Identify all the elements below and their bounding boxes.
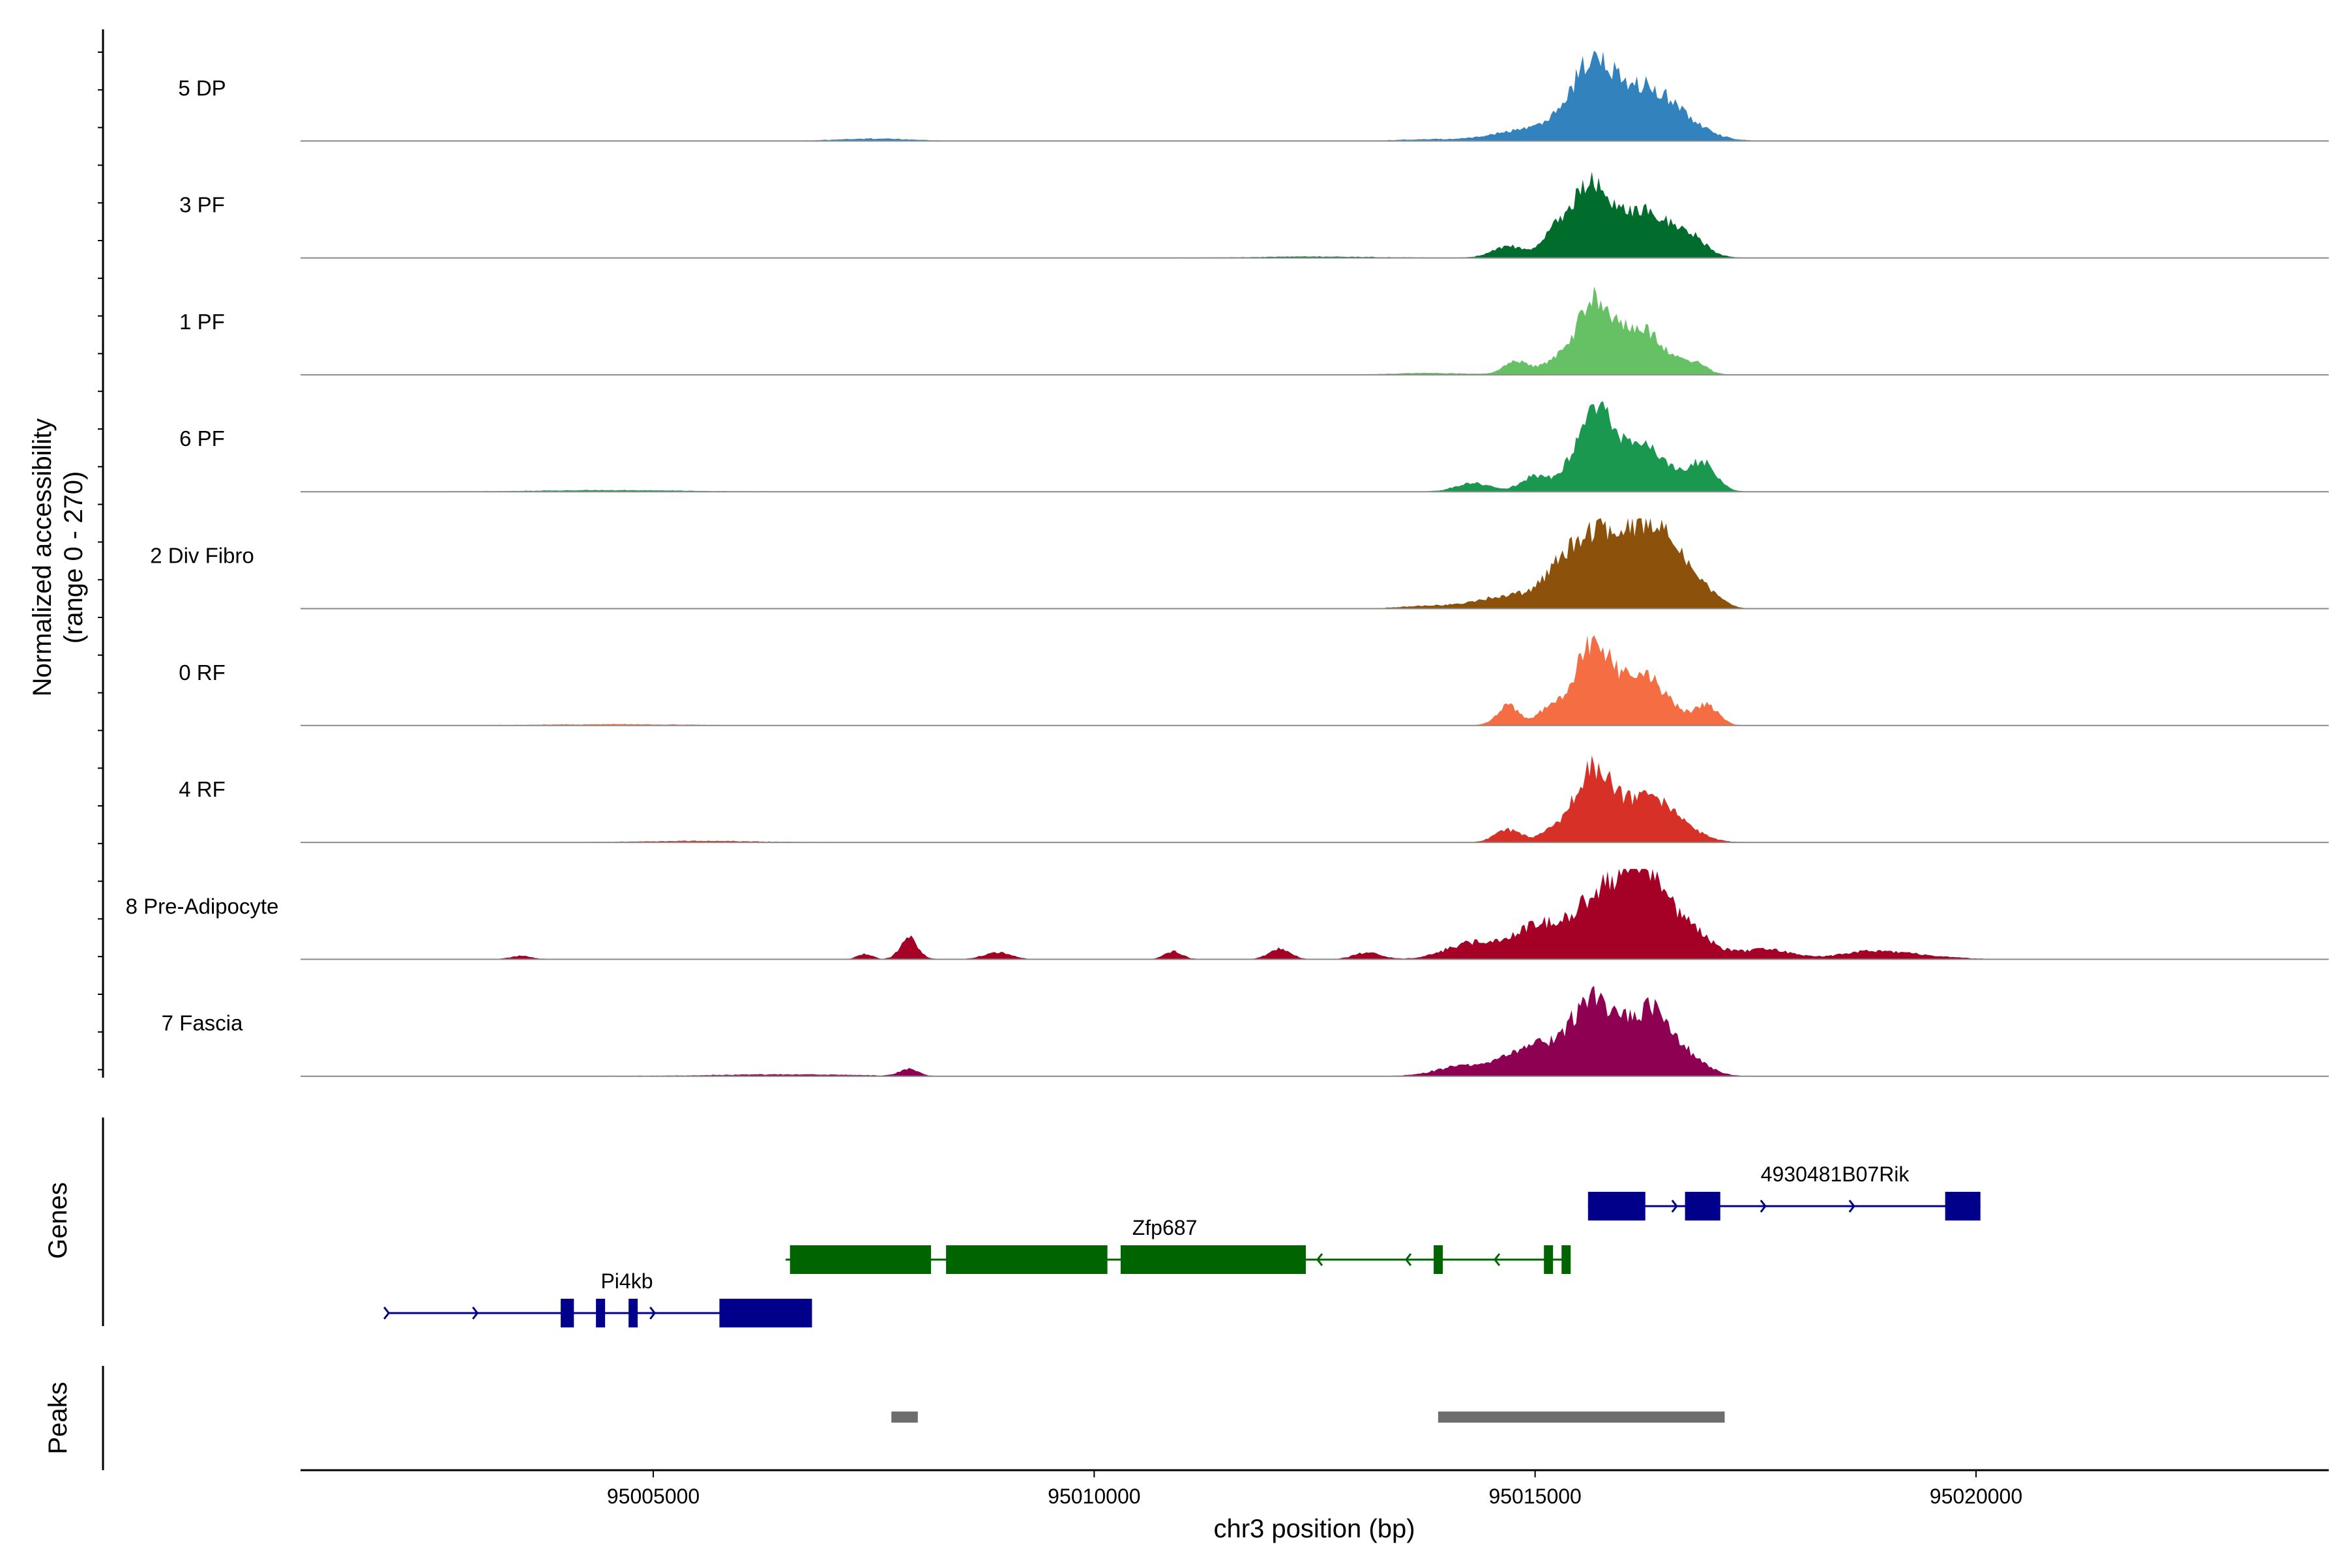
track-3: 1 PF [179, 286, 2329, 376]
y-axis [98, 29, 104, 1078]
track-label: 4 RF [179, 777, 226, 801]
track-label: 8 Pre-Adipocyte [126, 894, 279, 918]
track-label: 0 RF [179, 660, 226, 685]
gene-label: Pi4kb [600, 1269, 653, 1293]
peak-bar [891, 1412, 918, 1423]
genes-panel: Pi4kb Zfp687 4930481B07Rik [383, 1162, 1981, 1327]
gene-3: 4930481B07Rik [1587, 1162, 1981, 1220]
track-label: 7 Fascia [162, 1011, 243, 1035]
track-9: 7 Fascia [162, 986, 2329, 1077]
track-label: 3 PF [179, 193, 225, 217]
gene-exon [1561, 1245, 1571, 1274]
track-label: 1 PF [179, 310, 225, 334]
gene-exon [946, 1245, 1108, 1274]
strand-arrow [472, 1307, 479, 1320]
y-axis-title: Normalized accessibility [28, 419, 57, 697]
track-2: 3 PF [179, 171, 2329, 259]
gene-exon [790, 1245, 932, 1274]
track-area [301, 401, 2329, 492]
track-6: 0 RF [179, 635, 2329, 726]
strand-arrow [1671, 1200, 1678, 1213]
track-5: 2 Div Fibro [150, 518, 2329, 610]
strand-arrow [1405, 1253, 1412, 1266]
peaks-panel [891, 1412, 1725, 1423]
track-area [301, 50, 2329, 141]
gene-label: 4930481B07Rik [1761, 1162, 1910, 1186]
strand-arrow [1494, 1253, 1501, 1266]
peaks-panel-title: Peaks [44, 1382, 72, 1454]
gene-exon [1945, 1192, 1981, 1220]
track-area [301, 171, 2329, 258]
track-label: 2 Div Fibro [150, 544, 254, 568]
strand-arrow [1760, 1200, 1767, 1213]
track-area [301, 755, 2329, 843]
track-4: 6 PF [179, 401, 2329, 493]
coverage-tracks: 5 DP 3 PF 1 PF 6 PF 2 Div Fibro 0 RF 4 RF 8 Pre… [126, 50, 2329, 1077]
track-area [301, 518, 2329, 609]
strand-arrow [383, 1307, 391, 1320]
x-tick-label: 95010000 [1048, 1485, 1140, 1508]
track-8: 8 Pre-Adipocyte [126, 868, 2329, 960]
x-axis: 95005000 95010000 95015000 95020000 [607, 1470, 2022, 1508]
track-label: 6 PF [179, 426, 225, 451]
gene-1: Pi4kb [383, 1269, 812, 1327]
strand-arrow [649, 1307, 657, 1320]
x-axis-title: chr3 position (bp) [1213, 1515, 1415, 1543]
gene-exon [596, 1299, 606, 1327]
gene-exon [561, 1299, 574, 1327]
track-1: 5 DP [178, 50, 2329, 142]
y-axis-range-label: (range 0 - 270) [59, 471, 88, 644]
track-area [301, 986, 2329, 1076]
gene-2: Zfp687 [785, 1216, 1571, 1274]
track-7: 4 RF [179, 755, 2329, 844]
gene-exon [1120, 1245, 1306, 1274]
x-tick-label: 95005000 [607, 1485, 700, 1508]
gene-exon [628, 1299, 638, 1327]
track-area [301, 868, 2329, 960]
track-label: 5 DP [178, 76, 226, 100]
track-area [301, 286, 2329, 375]
track-area [301, 635, 2329, 726]
gene-label: Zfp687 [1132, 1216, 1198, 1239]
x-tick-label: 95020000 [1930, 1485, 2022, 1508]
gene-exon [1434, 1245, 1443, 1274]
gene-exon [1544, 1245, 1554, 1274]
x-tick-label: 95015000 [1488, 1485, 1581, 1508]
strand-arrow [1848, 1200, 1855, 1213]
gene-exon [1587, 1192, 1646, 1220]
gene-exon [1685, 1192, 1720, 1220]
genes-panel-title: Genes [44, 1182, 72, 1259]
gene-exon [719, 1299, 812, 1327]
strand-arrow [1316, 1253, 1323, 1266]
peak-bar [1438, 1412, 1725, 1423]
